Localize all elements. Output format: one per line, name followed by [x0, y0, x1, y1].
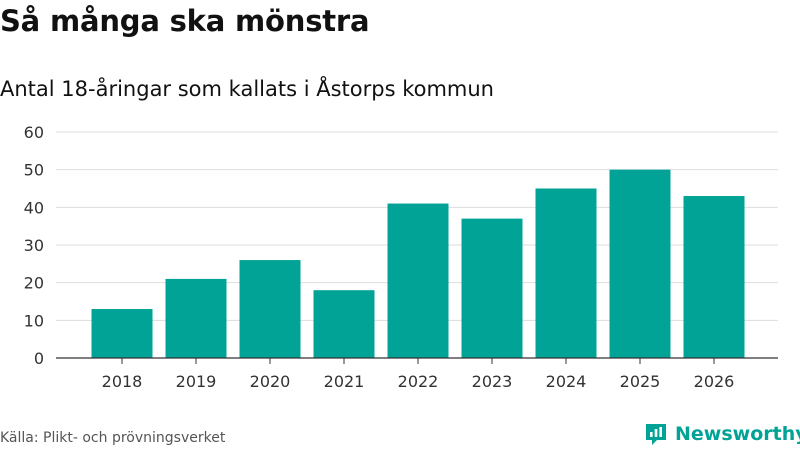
- bar-2022: [387, 203, 449, 358]
- chart-title: Så många ska mönstra: [0, 4, 370, 38]
- x-tick-label-2024: 2024: [546, 372, 587, 391]
- y-tick-label-20: 20: [24, 274, 44, 293]
- x-tick-label-2019: 2019: [176, 372, 217, 391]
- newsworthy-logo[interactable]: Newsworthy: [644, 420, 800, 448]
- newsworthy-icon: [646, 424, 666, 445]
- y-tick-label-0: 0: [34, 349, 44, 368]
- x-tick-label-2025: 2025: [620, 372, 661, 391]
- source-note: Källa: Plikt- och prövningsverket: [0, 430, 226, 446]
- bar-2019: [165, 278, 227, 358]
- x-tick-label-2026: 2026: [694, 372, 735, 391]
- y-tick-label-30: 30: [24, 236, 44, 255]
- bar-2020: [239, 260, 301, 358]
- y-tick-label-50: 50: [24, 161, 44, 180]
- x-tick-label-2020: 2020: [250, 372, 291, 391]
- bar-2023: [461, 218, 523, 358]
- x-tick-label-2023: 2023: [472, 372, 513, 391]
- bar-2021: [313, 290, 375, 358]
- y-tick-label-60: 60: [24, 123, 44, 142]
- x-tick-label-2021: 2021: [324, 372, 365, 391]
- brand-name: Newsworthy: [675, 423, 800, 445]
- chart-subtitle: Antal 18-åringar som kallats i Åstorps k…: [0, 77, 494, 101]
- y-tick-label-10: 10: [24, 311, 44, 330]
- x-tick-label-2018: 2018: [102, 372, 143, 391]
- bar-2026: [683, 196, 745, 358]
- y-tick-label-40: 40: [24, 198, 44, 217]
- x-axis-labels: 2018 2019 2020 2021 2022 2023 2024 2025 2026: [102, 372, 735, 391]
- bars: [91, 169, 745, 358]
- bar-2024: [535, 188, 597, 358]
- y-axis-labels: 0 10 20 30 40 50 60: [24, 123, 44, 368]
- bar-2025: [609, 169, 671, 358]
- x-tick-label-2022: 2022: [398, 372, 439, 391]
- x-axis: [56, 357, 778, 364]
- bar-2018: [91, 309, 153, 358]
